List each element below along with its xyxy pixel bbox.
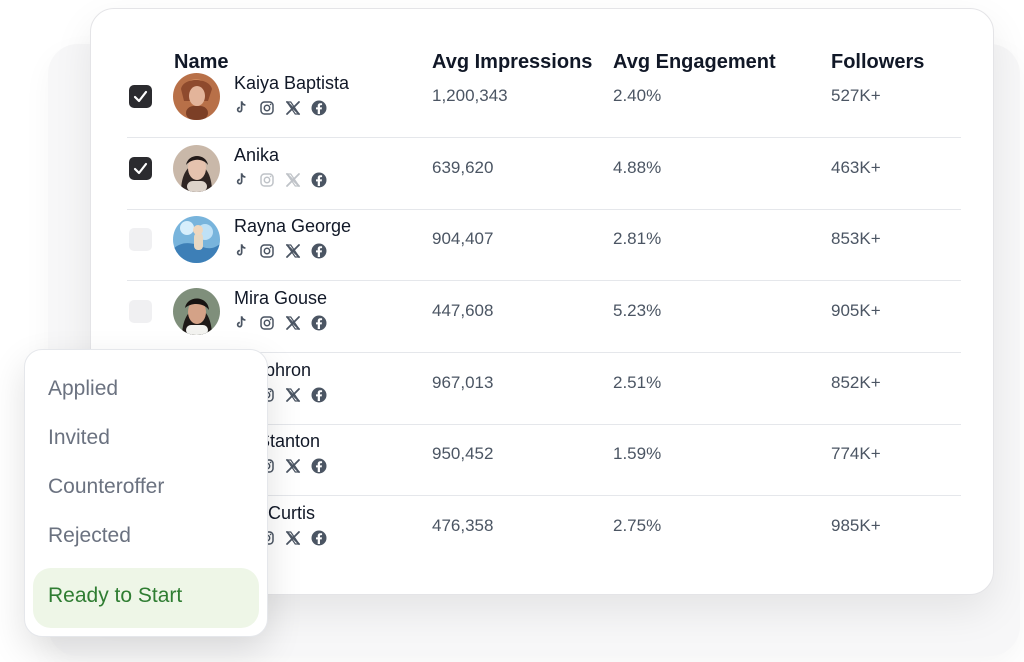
x-icon[interactable] [284,242,302,260]
engagement-value: 2.51% [613,373,662,392]
status-option-invited[interactable]: Invited [48,426,110,449]
impressions-value: 950,452 [432,444,494,463]
status-option-counteroffer[interactable]: Counteroffer [48,475,165,498]
column-header-name[interactable]: Name [174,51,229,73]
table-header: Name Avg Impressions Avg Engagement Foll… [91,51,993,77]
row-checkbox[interactable] [129,228,152,251]
impressions-value: 967,013 [432,373,494,392]
engagement-value: 2.75% [613,516,662,535]
impressions-value: 904,407 [432,229,494,248]
tiktok-icon[interactable] [232,314,250,332]
status-option-rejected[interactable]: Rejected [48,524,131,547]
row-checkbox[interactable] [129,85,152,108]
social-icons [232,242,328,260]
instagram-icon[interactable] [258,242,276,260]
x-icon[interactable] [284,386,302,404]
instagram-icon[interactable] [258,171,276,189]
person-name[interactable]: Kaiya Baptista [234,73,350,93]
facebook-icon[interactable] [310,457,328,475]
avatar [173,216,220,263]
engagement-value: 2.81% [613,229,662,248]
table-row[interactable]: Anika 639,620 4.88% 463K+ [127,138,961,210]
x-icon[interactable] [284,99,302,117]
facebook-icon[interactable] [310,529,328,547]
avatar [173,73,220,120]
table-row[interactable]: Rayna George 904,407 2.81% 853K+ [127,209,961,281]
x-icon[interactable] [284,529,302,547]
impressions-value: 476,358 [432,516,494,535]
x-icon[interactable] [284,457,302,475]
followers-value: 774K+ [831,444,881,463]
person-name[interactable]: Anika [234,145,280,165]
instagram-icon[interactable] [258,99,276,117]
social-icons [232,314,328,332]
engagement-value: 1.59% [613,444,662,463]
impressions-value: 447,608 [432,301,494,320]
column-header-engagement[interactable]: Avg Engagement [613,51,776,73]
followers-value: 905K+ [831,301,881,320]
status-dropdown-menu[interactable]: Applied Invited Counteroffer Rejected Re… [24,349,268,637]
avatar [173,145,220,192]
table-row[interactable]: Mira Gouse 447,608 5.23% 905K+ [127,281,961,353]
status-option-ready-to-start[interactable]: Ready to Start [33,568,259,628]
facebook-icon[interactable] [310,171,328,189]
column-header-followers[interactable]: Followers [831,51,925,73]
impressions-value: 639,620 [432,158,494,177]
impressions-value: 1,200,343 [432,86,508,105]
status-option-applied[interactable]: Applied [48,377,119,400]
facebook-icon[interactable] [310,314,328,332]
row-checkbox[interactable] [129,157,152,180]
tiktok-icon[interactable] [232,242,250,260]
x-icon[interactable] [284,314,302,332]
followers-value: 853K+ [831,229,881,248]
table-row[interactable]: Kaiya Baptista 1,200,343 2.40% 527K+ [127,66,961,138]
followers-value: 463K+ [831,158,881,177]
x-icon[interactable] [284,171,302,189]
engagement-value: 2.40% [613,86,662,105]
person-name[interactable]: Mira Gouse [234,288,328,308]
social-icons [232,99,328,117]
followers-value: 852K+ [831,373,881,392]
tiktok-icon[interactable] [232,99,250,117]
social-icons [232,171,328,189]
facebook-icon[interactable] [310,386,328,404]
instagram-icon[interactable] [258,314,276,332]
followers-value: 985K+ [831,516,881,535]
tiktok-icon[interactable] [232,171,250,189]
status-option-label: Ready to Start [48,584,183,607]
followers-value: 527K+ [831,86,881,105]
person-name[interactable]: Rayna George [234,216,352,236]
engagement-value: 4.88% [613,158,662,177]
column-header-impressions[interactable]: Avg Impressions [432,51,593,73]
avatar [173,288,220,335]
row-checkbox[interactable] [129,300,152,323]
facebook-icon[interactable] [310,99,328,117]
facebook-icon[interactable] [310,242,328,260]
engagement-value: 5.23% [613,301,662,320]
